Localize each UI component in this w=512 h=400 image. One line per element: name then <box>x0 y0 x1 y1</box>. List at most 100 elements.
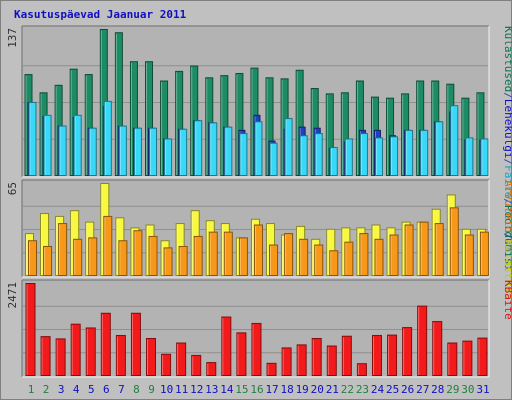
bar-arvuteid <box>103 215 113 277</box>
bar-kbaite <box>311 337 322 377</box>
bar-faile <box>88 127 97 177</box>
bar-faile <box>450 105 459 176</box>
bar-kbaite <box>447 342 458 377</box>
bar-faile <box>405 129 414 176</box>
day-label: 19 <box>296 383 309 396</box>
day-label: 11 <box>175 383 188 396</box>
day-label: 22 <box>341 383 354 396</box>
day-label: 16 <box>250 383 263 396</box>
bar-faile <box>118 125 127 176</box>
bar-arvuteid <box>359 233 369 276</box>
bar-faile <box>374 137 383 177</box>
bar-faile <box>299 135 308 176</box>
bar-arvuteid <box>464 234 474 276</box>
bar-arvuteid <box>193 235 203 276</box>
day-label: 26 <box>401 383 414 396</box>
panel-bottom: 2471 KBaite <box>6 279 512 378</box>
day-label: 10 <box>160 383 173 396</box>
bar-faile <box>314 133 323 176</box>
day-label: 2 <box>43 383 50 396</box>
bar-faile <box>480 138 489 176</box>
y-max-label: 65 <box>6 182 19 195</box>
bar-arvuteid <box>253 224 263 276</box>
legend-bottom: KBaite <box>502 280 512 320</box>
bar-kbaite <box>341 335 352 376</box>
legend-middle: Arvuteid/Külastusi <box>502 180 512 299</box>
bar-arvuteid <box>269 244 279 276</box>
bar-arvuteid <box>374 238 384 277</box>
legend-entry: Külastusi <box>502 240 512 300</box>
bar-faile <box>269 142 278 177</box>
y-max-label: 2471 <box>6 282 19 309</box>
bar-faile <box>239 133 248 176</box>
day-label: 14 <box>220 383 234 396</box>
bar-arvuteid <box>43 245 53 276</box>
bar-kbaite <box>371 334 382 377</box>
bar-faile <box>103 100 112 176</box>
day-axis-labels: 1 2 3 4 5 6 7 8 9 10 11 12 13 14 15 16 17 18 19 20 21 22 23 24 2… <box>28 383 490 396</box>
bar-kbaite <box>266 362 277 377</box>
legend-entry: Külastused <box>502 26 512 92</box>
day-label: 4 <box>73 383 80 396</box>
bar-kbaite <box>251 322 262 376</box>
bar-faile <box>73 114 82 176</box>
day-label: 12 <box>190 383 203 396</box>
bar-faile <box>254 121 263 177</box>
bar-faile <box>58 125 67 176</box>
bar-kbaite <box>85 327 96 376</box>
day-label: 21 <box>326 383 339 396</box>
bar-arvuteid <box>329 250 339 276</box>
bar-arvuteid <box>223 231 233 276</box>
bar-kbaite <box>477 337 488 377</box>
day-label: 18 <box>281 383 294 396</box>
legend-entry: Lehekülgi <box>502 99 512 159</box>
bar-faile <box>284 118 293 176</box>
bar-kbaite <box>146 337 157 377</box>
bar-kbaite <box>402 327 413 377</box>
bar-arvuteid <box>404 224 414 276</box>
day-label: 28 <box>431 383 444 396</box>
day-label: 29 <box>446 383 459 396</box>
day-label: 15 <box>235 383 248 396</box>
bar-kbaite <box>281 347 292 377</box>
day-label: 9 <box>148 383 155 396</box>
bar-kbaite <box>236 332 247 376</box>
bar-arvuteid <box>208 231 218 276</box>
day-label: 13 <box>205 383 218 396</box>
bar-faile <box>43 114 52 176</box>
legend-entry: Arvuteid <box>502 180 512 233</box>
bar-kbaite <box>417 305 428 377</box>
legend-entry: / <box>502 233 512 240</box>
bar-faile <box>465 137 474 177</box>
bar-kbaite <box>462 340 473 376</box>
bar-kbaite <box>25 283 36 376</box>
bar-faile <box>344 138 353 176</box>
day-label: 3 <box>58 383 65 396</box>
day-label: 30 <box>461 383 474 396</box>
legend-top: Külastused/Lehekülgi/Faile/Pöördumisi <box>502 26 512 271</box>
bar-arvuteid <box>284 233 294 276</box>
bar-arvuteid <box>314 244 324 276</box>
day-label: 7 <box>118 383 125 396</box>
bar-arvuteid <box>389 234 399 276</box>
y-max-label: 137 <box>6 28 19 48</box>
day-label: 17 <box>265 383 278 396</box>
day-label: 31 <box>476 383 489 396</box>
bar-faile <box>224 126 233 176</box>
bar-arvuteid <box>419 221 429 276</box>
legend-entry: Faile <box>502 165 512 198</box>
day-label: 1 <box>28 383 35 396</box>
bar-arvuteid <box>118 240 128 277</box>
bar-kbaite <box>70 323 81 377</box>
bar-kbaite <box>176 342 187 377</box>
bar-faile <box>329 147 338 176</box>
day-label: 20 <box>311 383 324 396</box>
legend-entry: / <box>502 198 512 205</box>
bar-arvuteid <box>434 223 444 276</box>
day-label: 25 <box>386 383 399 396</box>
bar-arvuteid <box>133 230 143 276</box>
bar-faile <box>390 136 399 176</box>
legend-entry: Pöördumisi <box>502 205 512 271</box>
